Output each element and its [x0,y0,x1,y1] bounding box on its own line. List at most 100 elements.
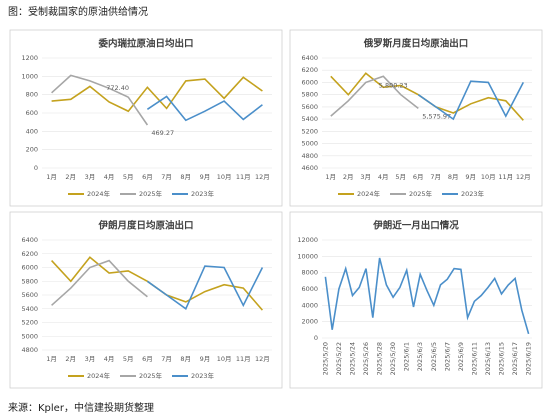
y-tick-label: 5400 [301,115,318,123]
y-tick-label: 10000 [297,252,318,260]
data-label: 469.27 [151,129,174,137]
x-tick-label: 2025/6/17 [511,342,519,375]
series-line [330,75,419,117]
legend-label: 2025年 [139,189,163,198]
x-tick-label: 2025/5/22 [335,342,343,375]
series-line [51,76,263,113]
legend-label: 2025年 [409,189,433,198]
y-tick-label: 200 [26,146,38,154]
x-tick-label: 6月 [142,355,153,363]
y-tick-label: 1000 [21,72,38,80]
x-tick-label: 2025/6/15 [498,342,506,375]
x-tick-label: 2025/6/13 [484,342,492,375]
x-tick-label: 2025/6/19 [525,342,533,375]
x-tick-label: 2025/6/7 [443,342,451,371]
legend-label: 2024年 [357,189,381,198]
y-tick-label: 5800 [301,91,318,99]
x-tick-label: 2025/5/28 [376,342,384,375]
x-tick-label: 2月 [65,173,76,181]
y-tick-label: 800 [26,91,38,99]
series-line [51,74,149,126]
x-tick-label: 2025/6/5 [430,342,438,371]
y-tick-label: 2000 [301,318,318,326]
x-tick-label: 2025/5/20 [321,342,329,375]
y-tick-label: 600 [26,109,38,117]
y-tick-label: 1200 [21,54,38,62]
x-tick-label: 12月 [255,355,270,363]
y-tick-label: 400 [26,127,38,135]
y-tick-label: 5200 [301,127,318,135]
x-tick-label: 8月 [448,173,459,181]
y-tick-label: 8000 [301,269,318,277]
x-tick-label: 5月 [123,173,134,181]
x-tick-label: 3月 [85,355,96,363]
y-tick-label: 12000 [297,236,318,244]
y-tick-label: 5000 [21,332,38,340]
x-tick-label: 7月 [161,355,172,363]
series-line [51,259,148,306]
y-tick-label: 6200 [301,66,318,74]
y-tick-label: 6400 [301,54,318,62]
x-tick-label: 9月 [200,173,211,181]
y-tick-label: 5200 [21,319,38,327]
x-tick-label: 4月 [378,173,389,181]
x-tick-label: 7月 [430,173,441,181]
page-title: 图：受制裁国家的原油供给情况 [8,5,148,18]
x-tick-label: 12月 [255,173,270,181]
y-tick-label: 4600 [301,164,318,172]
x-tick-label: 11月 [236,355,251,363]
panel-border [289,211,543,389]
y-tick-label: 0 [314,334,318,342]
y-tick-label: 6000 [301,285,318,293]
y-tick-label: 4800 [301,152,318,160]
x-tick-label: 1月 [325,173,336,181]
legend-label: 2024年 [87,371,111,380]
x-tick-label: 6月 [413,173,424,181]
x-tick-label: 2025/5/30 [389,342,397,375]
panel-border [9,211,283,389]
legend-label: 2023年 [461,189,485,198]
series-line [51,256,264,311]
source: 来源：Kpler，中信建投期货整理 [8,401,154,414]
x-tick-label: 2月 [65,355,76,363]
legend-label: 2025年 [139,371,163,380]
data-label: 772.40 [106,84,129,92]
x-tick-label: 4月 [104,173,115,181]
y-tick-label: 5400 [21,305,38,313]
x-tick-label: 2025/5/26 [362,342,370,375]
x-tick-label: 11月 [498,173,513,181]
y-tick-label: 6000 [301,78,318,86]
x-tick-label: 11月 [236,173,251,181]
x-tick-label: 2025/6/9 [457,342,465,371]
x-tick-label: 4月 [104,355,115,363]
x-tick-label: 8月 [180,173,191,181]
legend-label: 2023年 [191,189,215,198]
y-tick-label: 6200 [21,250,38,258]
series-line [417,80,525,121]
y-tick-label: 5000 [301,140,318,148]
x-tick-label: 8月 [180,355,191,363]
chart-title: 俄罗斯月度日均原油出口 [363,38,469,50]
series-line [146,265,264,311]
x-tick-label: 2025/5/24 [348,342,356,375]
x-tick-label: 6月 [142,173,153,181]
legend-label: 2023年 [191,371,215,380]
x-tick-label: 2025/6/1 [403,342,411,371]
y-tick-label: 6400 [21,236,38,244]
x-tick-label: 9月 [465,173,476,181]
y-tick-label: 6000 [21,264,38,272]
panel-border [289,29,543,207]
x-tick-label: 2025/6/3 [416,342,424,371]
y-tick-label: 5800 [21,277,38,285]
y-tick-label: 4800 [21,346,38,354]
y-tick-label: 0 [34,164,38,172]
x-tick-label: 2025/6/11 [470,342,478,375]
legend-label: 2024年 [87,189,111,198]
x-tick-label: 1月 [46,355,57,363]
y-tick-label: 5600 [301,103,318,111]
x-tick-label: 9月 [200,355,211,363]
x-tick-label: 5月 [123,355,134,363]
chart-title: 伊朗近一月出口情况 [372,220,459,232]
series-line [146,95,263,122]
